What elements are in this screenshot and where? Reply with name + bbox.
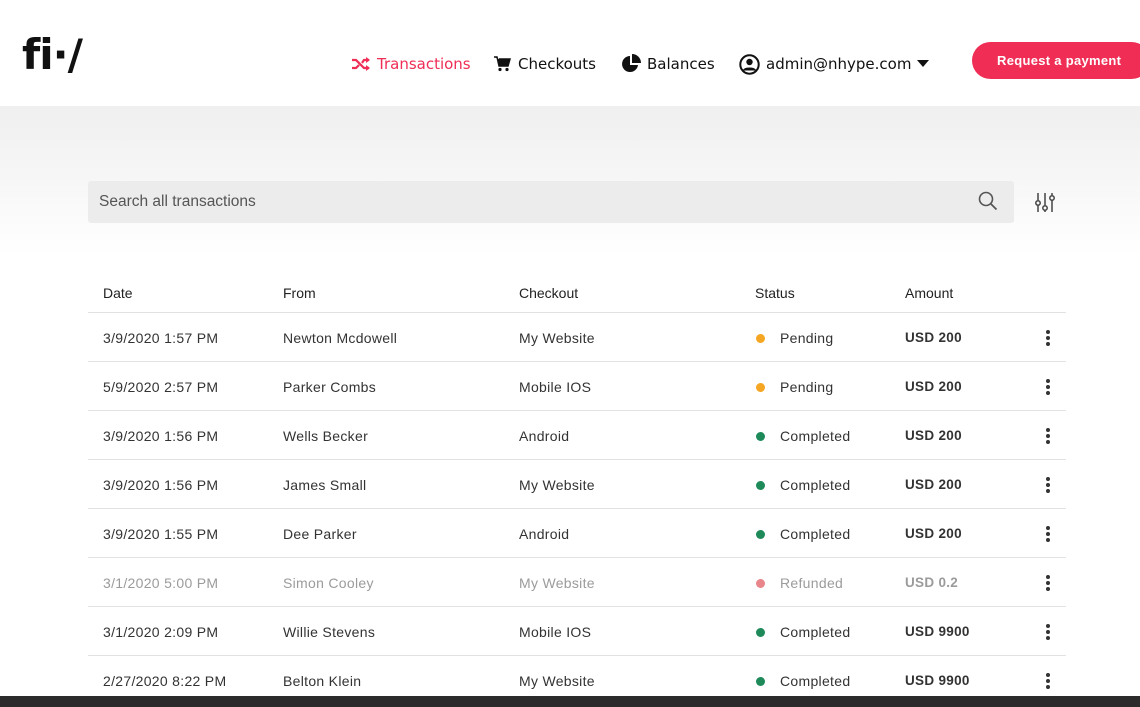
cell-from: Simon Cooley <box>283 575 374 591</box>
cell-status: Pending <box>780 330 834 346</box>
caret-down-icon <box>917 60 930 67</box>
cart-icon <box>494 56 511 72</box>
cell-date: 5/9/2020 2:57 PM <box>103 379 219 395</box>
nav-balances[interactable]: Balances <box>621 52 715 76</box>
cell-amount: USD 200 <box>905 330 962 345</box>
filter-sliders-icon[interactable] <box>1034 192 1056 214</box>
status-dot <box>756 530 765 539</box>
status-dot <box>756 628 765 637</box>
cell-from: Wells Becker <box>283 428 369 444</box>
search-input[interactable] <box>88 181 948 223</box>
search-icon[interactable] <box>978 191 998 211</box>
cell-date: 2/27/2020 8:22 PM <box>103 673 227 689</box>
more-vertical-icon[interactable] <box>1042 476 1054 494</box>
cell-amount: USD 200 <box>905 428 962 443</box>
table-row[interactable]: 2/27/2020 8:22 PM Belton Klein My Website C… <box>88 656 1066 705</box>
user-circle-icon <box>739 53 760 75</box>
more-vertical-icon[interactable] <box>1042 329 1054 347</box>
nav-transactions[interactable]: Transactions <box>351 52 471 76</box>
cell-from: Belton Klein <box>283 673 362 689</box>
cell-checkout: My Website <box>519 673 595 689</box>
column-header-checkout[interactable]: Checkout <box>519 285 579 301</box>
cell-date: 3/9/2020 1:55 PM <box>103 526 219 542</box>
more-vertical-icon[interactable] <box>1042 378 1054 396</box>
cell-date: 3/1/2020 5:00 PM <box>103 575 219 591</box>
cell-checkout: Mobile IOS <box>519 624 592 640</box>
nav-checkouts-label: Checkouts <box>518 55 596 73</box>
column-header-status[interactable]: Status <box>755 285 795 301</box>
cell-amount: USD 9900 <box>905 624 970 639</box>
table-row[interactable]: 3/9/2020 1:56 PM James Small My Website Com… <box>88 460 1066 509</box>
cell-status: Refunded <box>780 575 844 591</box>
column-header-date[interactable]: Date <box>103 285 133 301</box>
user-email: admin@nhype.com <box>766 55 912 73</box>
shuffle-icon <box>352 57 370 71</box>
table-row[interactable]: 3/9/2020 1:57 PM Newton Mcdowell My Websit… <box>88 313 1066 362</box>
brand-logo[interactable]: fi·/ <box>22 30 83 79</box>
more-vertical-icon[interactable] <box>1042 574 1054 592</box>
cell-status: Completed <box>780 673 851 689</box>
cell-status: Pending <box>780 379 834 395</box>
cell-date: 3/9/2020 1:56 PM <box>103 477 219 493</box>
cell-checkout: Android <box>519 428 570 444</box>
column-header-from[interactable]: From <box>283 285 316 301</box>
table-row[interactable]: 3/1/2020 5:00 PM Simon Cooley My Website Re… <box>88 558 1066 607</box>
pie-chart-icon <box>622 54 641 72</box>
status-dot <box>756 383 765 392</box>
transactions-table: Date From Checkout Status Amount 3/9/202… <box>88 268 1066 705</box>
nav-transactions-label: Transactions <box>377 55 471 73</box>
table-body: 3/9/2020 1:57 PM Newton Mcdowell My Websit… <box>88 313 1066 705</box>
bottom-bar <box>0 696 1140 707</box>
status-dot <box>756 334 765 343</box>
cell-checkout: My Website <box>519 575 595 591</box>
cell-checkout: My Website <box>519 330 595 346</box>
nav-checkouts[interactable]: Checkouts <box>494 52 596 76</box>
user-menu[interactable]: admin@nhype.com <box>739 52 935 76</box>
cell-amount: USD 9900 <box>905 673 970 688</box>
more-vertical-icon[interactable] <box>1042 427 1054 445</box>
top-header: fi·/ Transactions Checkouts Balances adm… <box>0 0 1140 106</box>
table-row[interactable]: 3/9/2020 1:56 PM Wells Becker Android Compl… <box>88 411 1066 460</box>
cell-checkout: Mobile IOS <box>519 379 592 395</box>
cell-from: Newton Mcdowell <box>283 330 398 346</box>
cell-amount: USD 200 <box>905 379 962 394</box>
cell-status: Completed <box>780 526 851 542</box>
table-header: Date From Checkout Status Amount <box>88 268 1066 313</box>
more-vertical-icon[interactable] <box>1042 525 1054 543</box>
cell-from: Parker Combs <box>283 379 377 395</box>
nav-balances-label: Balances <box>647 55 715 73</box>
table-row[interactable]: 3/9/2020 1:55 PM Dee Parker Android Complet… <box>88 509 1066 558</box>
more-vertical-icon[interactable] <box>1042 672 1054 690</box>
status-dot <box>756 432 765 441</box>
cell-status: Completed <box>780 428 851 444</box>
cell-status: Completed <box>780 624 851 640</box>
status-dot <box>756 481 765 490</box>
cell-from: James Small <box>283 477 367 493</box>
cell-from: Dee Parker <box>283 526 357 542</box>
cell-amount: USD 200 <box>905 526 962 541</box>
cell-amount: USD 0.2 <box>905 575 959 590</box>
cell-amount: USD 200 <box>905 477 962 492</box>
cell-checkout: Android <box>519 526 570 542</box>
cell-date: 3/9/2020 1:57 PM <box>103 330 219 346</box>
cell-from: Willie Stevens <box>283 624 376 640</box>
request-payment-button[interactable]: Request a payment <box>972 42 1140 79</box>
column-header-amount[interactable]: Amount <box>905 285 954 301</box>
cell-date: 3/1/2020 2:09 PM <box>103 624 219 640</box>
more-vertical-icon[interactable] <box>1042 623 1054 641</box>
status-dot <box>756 677 765 686</box>
table-row[interactable]: 3/1/2020 2:09 PM Willie Stevens Mobile IOS… <box>88 607 1066 656</box>
cell-status: Completed <box>780 477 851 493</box>
table-row[interactable]: 5/9/2020 2:57 PM Parker Combs Mobile IOS Pe… <box>88 362 1066 411</box>
cell-checkout: My Website <box>519 477 595 493</box>
search-bar <box>88 181 1014 223</box>
cell-date: 3/9/2020 1:56 PM <box>103 428 219 444</box>
status-dot <box>756 579 765 588</box>
